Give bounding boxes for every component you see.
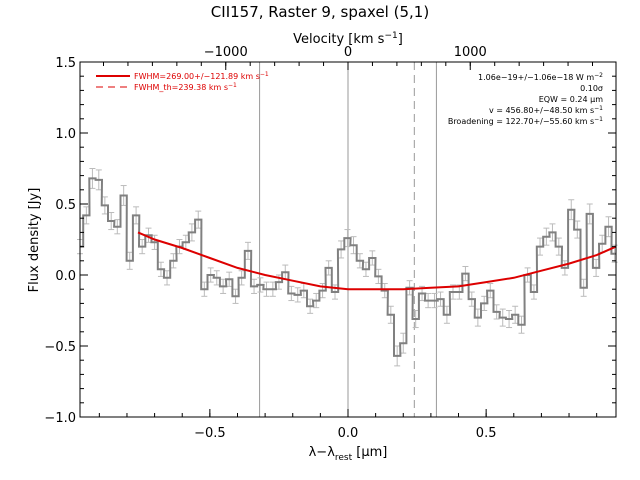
x-axis-label-unit: [μm] bbox=[352, 445, 387, 460]
annotation-text: 0.10σ bbox=[580, 84, 603, 93]
y-tick-label: 0.5 bbox=[55, 198, 76, 213]
annotation-sup: −1 bbox=[594, 116, 603, 123]
annotation-text: EQW = 0.24 μm bbox=[539, 95, 603, 104]
annotation-text: 1.06e−19+/−1.06e−18 W m−2 bbox=[478, 72, 603, 82]
annotation-text: Broadening = 122.70+/−55.60 km s−1 bbox=[448, 116, 603, 126]
x-tick-label: 0.0 bbox=[338, 426, 359, 441]
y-tick-label: −1.0 bbox=[44, 411, 76, 426]
top-axis-label: Velocity [km s−1] bbox=[293, 31, 403, 47]
x-axis-label: λ−λrest [μm] bbox=[309, 445, 388, 463]
chart-title: CII157, Raster 9, spaxel (5,1) bbox=[211, 3, 429, 21]
x-tick-label: −0.5 bbox=[194, 426, 226, 441]
top-axis-label-end: ] bbox=[398, 32, 403, 47]
legend-label: FWHM_th=239.38 km s−1 bbox=[134, 82, 237, 92]
y-tick-label: 1.5 bbox=[55, 56, 76, 71]
fit-curve bbox=[137, 231, 617, 291]
legend-label-sup: −1 bbox=[228, 82, 237, 89]
x-axis-label-sub: rest bbox=[335, 453, 353, 463]
top-tick-label: 1000 bbox=[454, 45, 487, 60]
legend-label: FWHM=269.00+/−121.89 km s−1 bbox=[134, 71, 269, 81]
top-axis-label-sup: −1 bbox=[384, 31, 397, 41]
legend-label-sup: −1 bbox=[260, 71, 269, 78]
top-tick-label: 0 bbox=[344, 45, 352, 60]
y-tick-label: 1.0 bbox=[55, 127, 76, 142]
top-tick-label: −1000 bbox=[204, 45, 248, 60]
y-tick-label: 0.0 bbox=[55, 269, 76, 284]
annotation-text: v = 456.80+/−48.50 km s−1 bbox=[489, 105, 603, 115]
annotation-sup: −1 bbox=[594, 105, 603, 112]
y-tick-label: −0.5 bbox=[44, 340, 76, 355]
y-axis-label: Flux density [Jy] bbox=[27, 188, 42, 293]
x-tick-label: 0.5 bbox=[476, 426, 497, 441]
annotation-sup: −2 bbox=[594, 72, 603, 79]
